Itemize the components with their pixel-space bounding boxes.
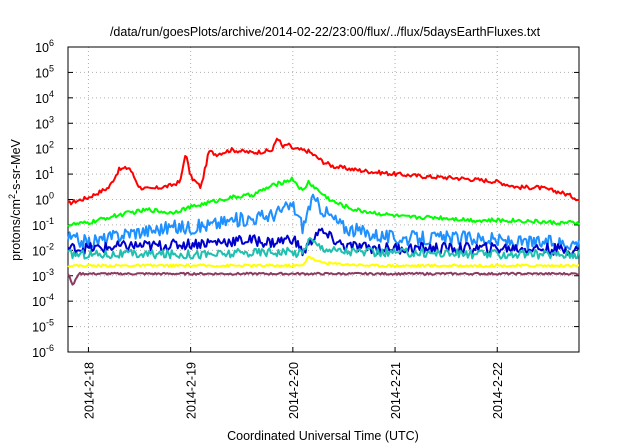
- y-tick-label: 10-2: [32, 241, 54, 258]
- series-line-3: [67, 193, 580, 251]
- x-axis-ticks: 2014-2-18 2014-2-19 2014-2-20 2014-2-21 2014…: [82, 347, 505, 419]
- y-tick-label: 106: [35, 38, 54, 55]
- series-line-5: [67, 237, 580, 260]
- x-tick-label: 2014-2-20: [287, 362, 301, 419]
- grid-lines: [68, 47, 579, 352]
- chart-title: /data/run/goesPlots/archive/2014-02-22/2…: [110, 25, 541, 39]
- x-tick-label: 2014-2-22: [491, 362, 505, 419]
- series-line-2: [67, 176, 580, 228]
- x-tick-label: 2014-2-19: [185, 362, 199, 419]
- y-tick-label: 10-5: [32, 318, 54, 335]
- y-tick-label: 101: [35, 165, 54, 182]
- y-tick-label: 105: [35, 63, 54, 80]
- y-tick-label: 104: [35, 89, 54, 106]
- series-line-6: [67, 255, 580, 268]
- y-tick-label: 10-3: [32, 267, 54, 284]
- y-tick-label: 10-4: [32, 292, 54, 309]
- y-tick-label: 10-1: [32, 216, 54, 233]
- y-tick-label: 10-6: [32, 343, 54, 360]
- y-axis-ticks: 106 105 104 103 102 101 100 10-1 10-2 10-3 10-4 10-…: [32, 38, 579, 360]
- y-tick-label: 103: [35, 114, 54, 131]
- y-axis-label: protons/cm2-s-sr-MeV: [7, 138, 23, 260]
- series-line-1: [67, 137, 580, 206]
- series-lines: [67, 137, 580, 286]
- series-line-4: [67, 227, 580, 257]
- series-line-7: [67, 271, 580, 286]
- x-tick-label: 2014-2-18: [82, 362, 96, 419]
- y-tick-label: 100: [35, 191, 54, 208]
- x-tick-label: 2014-2-21: [389, 362, 403, 419]
- x-axis-label: Coordinated Universal Time (UTC): [227, 429, 419, 443]
- y-tick-label: 102: [35, 140, 54, 157]
